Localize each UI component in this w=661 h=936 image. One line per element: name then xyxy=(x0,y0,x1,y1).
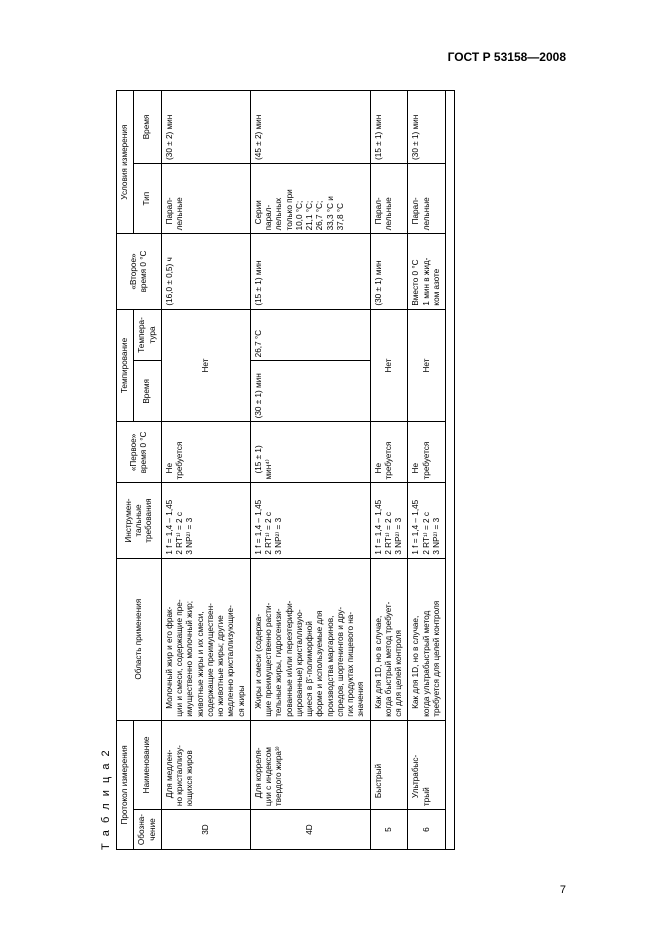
cell-scope: Как для 1D, но в случае,когда быстрый ме… xyxy=(370,558,408,720)
page-number: 7 xyxy=(560,884,566,896)
th-tempering: Темпирование xyxy=(117,309,134,422)
footnotes xyxy=(446,91,455,850)
cell-second: Вместо 0 °C1 мин в жид-ком азоте xyxy=(408,234,446,309)
cell-temper-time: (30 ± 1) мин xyxy=(250,361,370,422)
cell-name: Для корреля-ции с индексомтвердого жира³… xyxy=(250,720,370,809)
main-table: Протокол измерения Область применения Ин… xyxy=(116,90,455,850)
table-label: Т а б л и ц а 2 xyxy=(100,90,112,850)
th-cond: Условия измерения xyxy=(117,91,134,234)
cell-cond-time: (30 ± 1) мин xyxy=(408,91,446,164)
cell-scope: Как для 1D, но в случае,когда ультрабыст… xyxy=(408,558,446,720)
cell-name: Для медлен-но кристаллизу-ющихся жиров xyxy=(161,720,250,809)
standard-label: ГОСТ Р 53158—2008 xyxy=(448,50,566,64)
th-cond-time: Время xyxy=(134,91,162,164)
cell-scope: Жиры и смеси (содержа-щие преимущественн… xyxy=(250,558,370,720)
th-instr: Инструмен-тальныетребования xyxy=(117,483,162,558)
cell-instr: 1 f = 1,4 – 1,452 RT¹⁾ = 2 с3 NP²⁾ = 3 xyxy=(408,483,446,558)
cell-second: (15 ± 1) мин xyxy=(250,234,370,309)
cell-tempering: Нет xyxy=(408,309,446,422)
cell-cond-type: Парал-лельные xyxy=(408,163,446,233)
th-first: «Первое»время 0 °C xyxy=(117,422,162,483)
cell-cond-type: Парал-лельные xyxy=(161,163,250,233)
cell-temper-temp: 26,7 °C xyxy=(250,309,370,361)
cell-tempering: Нет xyxy=(161,309,250,422)
cell-designation: 4D xyxy=(250,810,370,850)
table-container: Т а б л и ц а 2 Протокол измерения Облас… xyxy=(100,90,455,850)
th-protocol: Протокол измерения xyxy=(117,720,134,849)
cell-cond-type: Парал-лельные xyxy=(370,163,408,233)
cell-instr: 1 f = 1,4 – 1,452 RT¹⁾ = 2 с3 NP²⁾ = 3 xyxy=(250,483,370,558)
th-temper-temp: Темпера-тура xyxy=(134,309,162,361)
cell-cond-time: (30 ± 2) мин xyxy=(161,91,250,164)
cell-instr: 1 f = 1,4 – 1,452 RT¹⁾ = 2 с3 NP²⁾ = 3 xyxy=(370,483,408,558)
cell-designation: 6 xyxy=(408,810,446,850)
cell-tempering: Нет xyxy=(370,309,408,422)
table-row: 6 Ультрабыс-трый Как для 1D, но в случае… xyxy=(408,91,446,850)
cell-designation: 3D xyxy=(161,810,250,850)
cell-cond-time: (15 ± 1) мин xyxy=(370,91,408,164)
th-scope: Область применения xyxy=(117,558,162,720)
cell-cond-time: (45 ± 2) мин xyxy=(250,91,370,164)
th-temper-time: Время xyxy=(134,361,162,422)
cell-first: Нетребуется xyxy=(370,422,408,483)
cell-name: Ультрабыс-трый xyxy=(408,720,446,809)
table-row: 5 Быстрый Как для 1D, но в случае,когда … xyxy=(370,91,408,850)
th-designation: Обозна-чение xyxy=(134,810,162,850)
th-cond-type: Тип xyxy=(134,163,162,233)
table-row: 3D Для медлен-но кристаллизу-ющихся жиро… xyxy=(161,91,250,850)
cell-second: (16,0 ± 0,5) ч xyxy=(161,234,250,309)
cell-first: (15 ± 1)мин⁴⁾ xyxy=(250,422,370,483)
cell-cond-type: Сериипарал-лельныхтолько при10,0 °C;21,1… xyxy=(250,163,370,233)
th-name: Наименование xyxy=(134,720,162,809)
cell-first: Нетребуется xyxy=(161,422,250,483)
table-row: 4D Для корреля-ции с индексомтвердого жи… xyxy=(250,91,370,850)
cell-name: Быстрый xyxy=(370,720,408,809)
cell-designation: 5 xyxy=(370,810,408,850)
cell-instr: 1 f = 1,4 – 1,452 RT¹⁾ = 2 с3 NP²⁾ = 3 xyxy=(161,483,250,558)
th-second: «Второе»время 0 °C xyxy=(117,234,162,309)
cell-second: (30 ± 1) мин xyxy=(370,234,408,309)
cell-scope: Молочный жир и его фрак-ции и смеси, сод… xyxy=(161,558,250,720)
cell-first: Нетребуется xyxy=(408,422,446,483)
